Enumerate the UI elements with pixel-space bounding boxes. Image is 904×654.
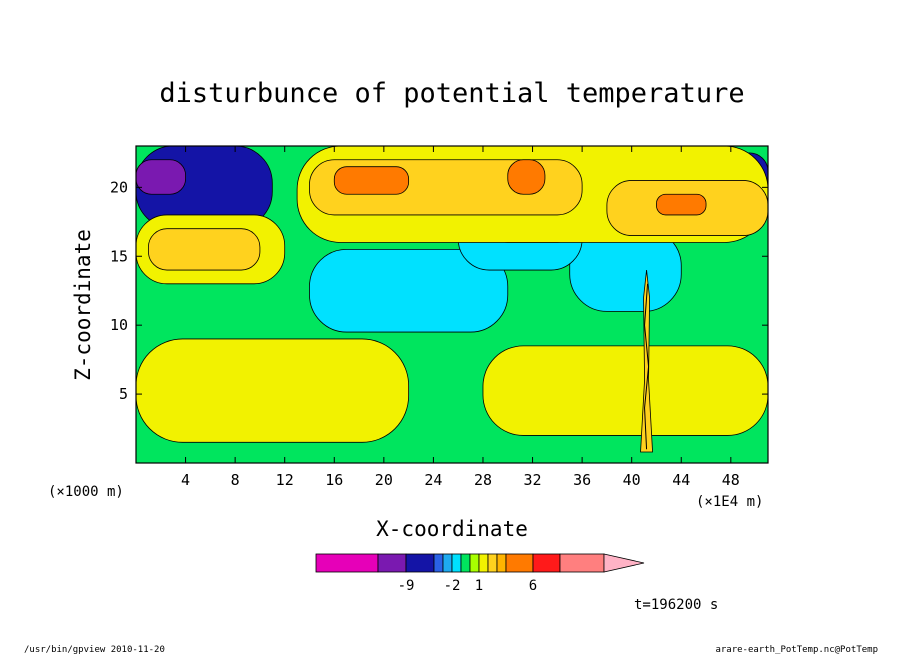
contour-region-pos5 bbox=[656, 193, 707, 216]
colorbar-cell bbox=[559, 553, 605, 573]
footer-right: arare-earth_PotTemp.nc@PotTemp bbox=[715, 645, 878, 654]
chart-title: disturbunce of potential temperature bbox=[159, 78, 744, 109]
contour-region-neg2 bbox=[309, 248, 509, 333]
x-tick-label: 16 bbox=[325, 471, 343, 489]
colorbar-tick-label: 1 bbox=[475, 578, 483, 594]
x-tick-label: 12 bbox=[276, 471, 294, 489]
colorbar-tick-label: -2 bbox=[444, 578, 461, 594]
x-tick-label: 40 bbox=[623, 471, 641, 489]
colorbar bbox=[315, 553, 645, 573]
colorbar-cell bbox=[442, 553, 453, 573]
colorbar-cell bbox=[377, 553, 407, 573]
contour-region-pos3 bbox=[147, 228, 261, 271]
contour-region-pos1 bbox=[482, 345, 768, 436]
x-tick-label: 44 bbox=[672, 471, 690, 489]
colorbar-tick-labels: -9 -2 1 6 bbox=[398, 578, 538, 594]
footer-left: /usr/bin/gpview 2010-11-20 bbox=[24, 645, 165, 654]
contour-region-pos1 bbox=[136, 338, 410, 443]
x-ticks: 4 8 12 16 20 24 28 32 36 40 44 48 bbox=[181, 146, 740, 489]
colorbar-cell bbox=[405, 553, 435, 573]
colorbar-cell bbox=[315, 553, 379, 573]
y-axis-label: Z-coordinate bbox=[71, 229, 95, 381]
x-tick-label: 4 bbox=[181, 471, 190, 489]
plot-frame bbox=[135, 145, 769, 464]
x-tick-label: 24 bbox=[424, 471, 442, 489]
colorbar-arrow bbox=[603, 553, 645, 573]
y-tick-label: 20 bbox=[110, 178, 128, 196]
x-tick-label: 20 bbox=[375, 471, 393, 489]
x-tick-label: 36 bbox=[573, 471, 591, 489]
plume-contour-line bbox=[644, 283, 650, 450]
x-unit-right: (×1E4 m) bbox=[696, 494, 763, 510]
colorbar-cell bbox=[487, 553, 498, 573]
updraft-plume bbox=[640, 269, 653, 453]
contour-regions bbox=[136, 146, 768, 443]
contour-region-pos5 bbox=[333, 166, 410, 195]
contour-region-pos5 bbox=[507, 159, 546, 195]
colorbar-tick-label: 6 bbox=[529, 578, 537, 594]
x-unit-left: (×1000 m) bbox=[48, 484, 124, 500]
colorbar-cell bbox=[505, 553, 534, 573]
contour-region-neg7 bbox=[136, 159, 186, 195]
x-tick-label: 28 bbox=[474, 471, 492, 489]
y-tick-label: 15 bbox=[110, 247, 128, 265]
x-tick-label: 48 bbox=[722, 471, 740, 489]
colorbar-cell bbox=[451, 553, 462, 573]
x-tick-label: 8 bbox=[231, 471, 240, 489]
colorbar-cell bbox=[460, 553, 471, 573]
x-axis-label: X-coordinate bbox=[376, 517, 528, 541]
colorbar-cell bbox=[496, 553, 507, 573]
colorbar-cell bbox=[469, 553, 480, 573]
colorbar-cell bbox=[532, 553, 561, 573]
plume-core bbox=[640, 269, 653, 453]
y-tick-label: 5 bbox=[119, 385, 128, 403]
y-ticks: 5 10 15 20 bbox=[110, 178, 768, 403]
x-tick-label: 32 bbox=[524, 471, 542, 489]
time-label: t=196200 s bbox=[634, 597, 718, 613]
colorbar-cell bbox=[433, 553, 444, 573]
colorbar-cell bbox=[478, 553, 489, 573]
y-tick-label: 10 bbox=[110, 316, 128, 334]
colorbar-tick-label: -9 bbox=[398, 578, 415, 594]
